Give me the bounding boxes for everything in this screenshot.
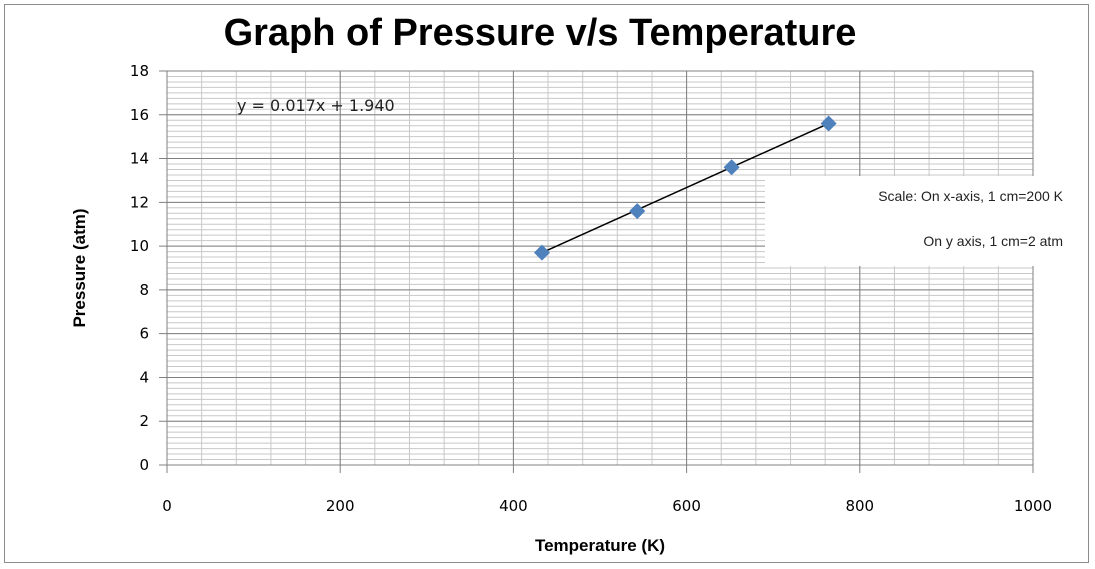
chart-frame [4, 4, 1089, 563]
y-tick-label: 18 [130, 62, 149, 80]
trendline [541, 122, 829, 254]
trendline-equation: y = 0.017x + 1.940 [237, 96, 395, 115]
y-tick-label: 16 [130, 106, 149, 124]
x-tick-label: 200 [326, 497, 355, 515]
x-tick-label: 0 [162, 497, 172, 515]
y-tick-label: 6 [139, 325, 149, 343]
y-tick-label: 14 [130, 150, 149, 168]
y-tick-label: 2 [139, 412, 149, 430]
data-point [723, 159, 740, 176]
y-tick-label: 8 [139, 281, 149, 299]
y-tick-label: 0 [139, 456, 149, 474]
data-point [820, 115, 837, 132]
y-axis-label: Pressure (atm) [70, 208, 89, 328]
data-point [533, 244, 550, 261]
data-point [629, 203, 646, 220]
x-tick-label: 400 [499, 497, 528, 515]
x-tick-label: 800 [845, 497, 874, 515]
x-tick-label: 600 [672, 497, 701, 515]
scale-x-note: Scale: On x-axis, 1 cm=200 K [878, 188, 1063, 204]
scale-annotation-box: Scale: On x-axis, 1 cm=200 K On y axis, … [765, 176, 1075, 266]
y-tick-label: 4 [139, 368, 149, 386]
y-tick-label: 12 [130, 193, 149, 211]
chart-title: Graph of Pressure v/s Temperature [223, 12, 857, 54]
x-axis-label: Temperature (K) [534, 536, 666, 555]
x-tick-label: 1000 [1014, 497, 1052, 515]
y-tick-label: 10 [130, 237, 149, 255]
scale-y-note: On y axis, 1 cm=2 atm [923, 233, 1063, 249]
